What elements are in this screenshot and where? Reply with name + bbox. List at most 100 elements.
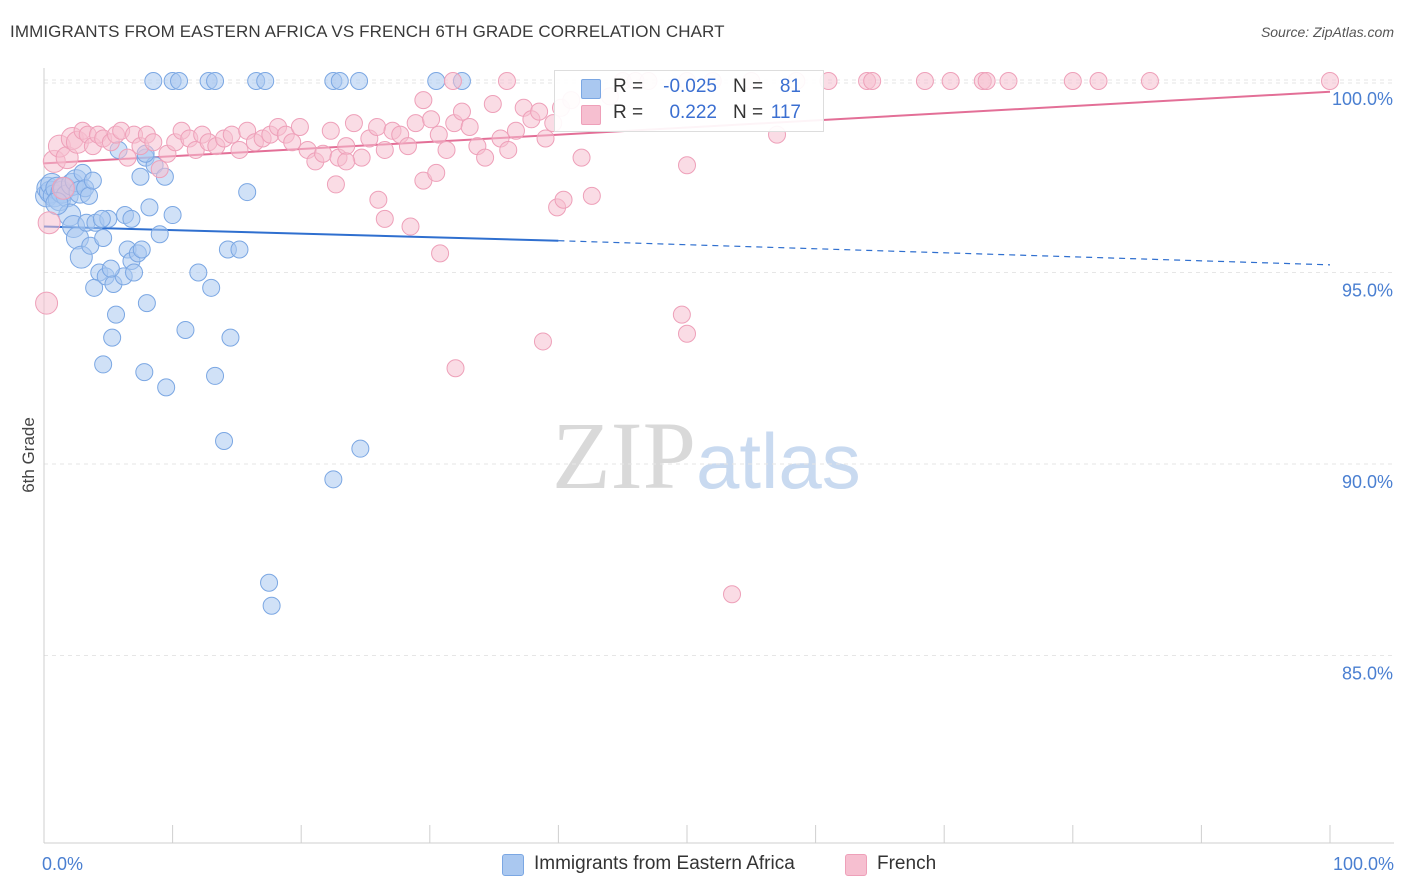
point-eastern-africa bbox=[163, 206, 182, 225]
point-eastern-africa bbox=[238, 183, 257, 202]
point-eastern-africa bbox=[262, 596, 281, 615]
point-eastern-africa bbox=[215, 432, 234, 451]
point-eastern-africa bbox=[189, 263, 208, 282]
legend-item-label: Immigrants from Eastern Africa bbox=[534, 853, 795, 874]
watermark: ZIPatlas bbox=[552, 400, 861, 511]
point-french bbox=[1063, 72, 1082, 90]
point-french bbox=[414, 91, 433, 110]
point-french bbox=[352, 148, 371, 167]
point-french bbox=[422, 110, 441, 129]
point-french bbox=[572, 148, 591, 167]
point-french bbox=[554, 190, 573, 209]
series-french-points bbox=[35, 72, 1339, 604]
point-eastern-africa bbox=[122, 209, 141, 228]
y-axis-label: 6th Grade bbox=[19, 417, 38, 493]
point-french bbox=[915, 72, 934, 90]
point-french bbox=[37, 211, 61, 235]
source-credit: Source: ZipAtlas.com bbox=[1260, 24, 1394, 40]
point-french bbox=[533, 332, 552, 351]
point-eastern-africa bbox=[351, 439, 370, 458]
point-french bbox=[999, 72, 1018, 90]
point-french bbox=[368, 117, 387, 136]
point-eastern-africa bbox=[94, 355, 113, 374]
y-tick-label: 95.0% bbox=[1342, 281, 1393, 301]
point-french bbox=[406, 114, 425, 133]
point-french bbox=[678, 324, 696, 343]
y-tick-label: 100.0% bbox=[1332, 89, 1393, 109]
legend-swatch-pink bbox=[845, 854, 867, 876]
point-french bbox=[476, 148, 495, 167]
legend-item-label: French bbox=[877, 853, 937, 874]
point-french bbox=[150, 160, 169, 179]
point-french bbox=[506, 121, 525, 140]
gridlines bbox=[44, 79, 1394, 656]
point-french bbox=[1321, 72, 1339, 90]
point-french bbox=[443, 72, 462, 90]
point-french bbox=[452, 102, 471, 121]
series-legend: Immigrants from Eastern Africa French bbox=[0, 852, 1406, 878]
legend-n-value: 117 bbox=[770, 102, 801, 123]
point-french bbox=[222, 125, 241, 144]
point-french bbox=[431, 244, 450, 263]
x-tick-label-max: 100.0% bbox=[1333, 854, 1394, 874]
point-eastern-africa bbox=[324, 470, 343, 489]
point-eastern-africa bbox=[150, 225, 169, 244]
point-french bbox=[321, 121, 340, 140]
legend-row-eastern-africa: R = -0.025 N = 81 bbox=[555, 75, 823, 101]
point-eastern-africa bbox=[135, 363, 154, 382]
point-eastern-africa bbox=[230, 240, 249, 259]
point-eastern-africa bbox=[144, 72, 163, 90]
point-french bbox=[723, 585, 742, 604]
x-tick-label-min: 0.0% bbox=[42, 854, 83, 874]
point-eastern-africa bbox=[206, 366, 225, 385]
legend-r-value: 0.222 bbox=[669, 102, 717, 123]
point-french bbox=[1089, 72, 1108, 90]
point-french bbox=[144, 133, 163, 152]
legend-r-label: R = bbox=[613, 102, 644, 123]
point-eastern-africa bbox=[202, 278, 221, 297]
point-eastern-africa bbox=[83, 171, 102, 190]
point-french bbox=[337, 152, 356, 171]
legend-swatch-pink bbox=[581, 105, 601, 125]
point-french bbox=[1140, 72, 1159, 90]
point-french bbox=[427, 163, 446, 182]
watermark-zip: ZIP bbox=[552, 402, 696, 509]
point-eastern-africa bbox=[260, 573, 279, 592]
point-french bbox=[863, 72, 882, 90]
trend-line-eastern-africa-extension bbox=[558, 240, 1331, 266]
point-french bbox=[536, 129, 555, 148]
point-eastern-africa bbox=[131, 167, 150, 186]
point-french bbox=[437, 140, 456, 159]
point-eastern-africa bbox=[427, 72, 446, 90]
legend-r-value: -0.025 bbox=[663, 76, 717, 97]
point-french bbox=[314, 144, 333, 163]
y-tick-labels: 100.0% 95.0% 90.0% 85.0% bbox=[1332, 89, 1393, 684]
point-eastern-africa bbox=[140, 198, 159, 217]
legend-n-value: 81 bbox=[779, 76, 801, 97]
point-french bbox=[337, 137, 356, 156]
point-eastern-africa bbox=[206, 72, 225, 90]
point-eastern-africa bbox=[157, 378, 176, 397]
legend-swatch-blue bbox=[581, 79, 601, 99]
legend-swatch-blue bbox=[502, 854, 524, 876]
point-eastern-africa bbox=[80, 186, 99, 205]
point-eastern-africa bbox=[94, 229, 113, 248]
chart-title: IMMIGRANTS FROM EASTERN AFRICA VS FRENCH… bbox=[10, 22, 725, 41]
point-french bbox=[35, 291, 59, 315]
point-french bbox=[429, 125, 448, 144]
legend-n-label: N = bbox=[733, 76, 764, 97]
point-french bbox=[398, 137, 417, 156]
legend-r-label: R = bbox=[613, 76, 644, 97]
point-french bbox=[460, 117, 479, 136]
point-eastern-africa bbox=[330, 72, 349, 90]
point-french bbox=[290, 117, 309, 136]
y-tick-label: 85.0% bbox=[1342, 664, 1393, 684]
point-french bbox=[375, 140, 394, 159]
point-french bbox=[230, 140, 249, 159]
point-french bbox=[326, 175, 345, 194]
point-french bbox=[530, 102, 549, 121]
y-tick-label: 90.0% bbox=[1342, 472, 1393, 492]
point-french bbox=[497, 72, 516, 90]
point-french bbox=[118, 148, 137, 167]
point-french bbox=[499, 140, 518, 159]
